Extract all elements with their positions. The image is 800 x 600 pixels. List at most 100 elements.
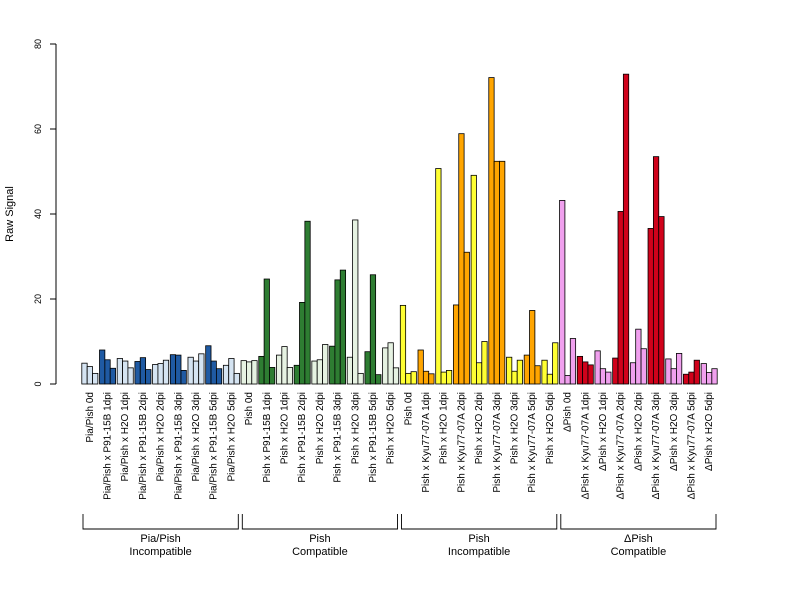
bar <box>435 168 442 385</box>
x-tick-label: Pish x Kyu77-07A 5dpi <box>527 392 538 493</box>
bar <box>582 361 589 385</box>
bar <box>635 328 642 385</box>
bar <box>169 354 177 385</box>
group-label: Compatible <box>611 546 667 558</box>
bar <box>428 373 435 385</box>
bar <box>410 371 417 385</box>
bar <box>452 304 460 385</box>
bar <box>152 364 159 385</box>
y-tick-label: 60 <box>33 124 43 134</box>
bar <box>612 357 619 385</box>
group-label: Pish <box>309 533 330 545</box>
bar <box>693 359 700 385</box>
x-tick-label: Pish x P91-15B 5dpi <box>368 392 379 483</box>
x-tick-label: ΔPish x Kyu77-07A 1dpi <box>580 392 591 499</box>
x-tick-label: Pia/Pish x H2O 5dpi <box>226 392 237 482</box>
bar <box>569 338 577 385</box>
bar <box>198 353 205 385</box>
bar <box>387 342 394 385</box>
bar <box>546 373 553 385</box>
bar <box>617 211 624 385</box>
group-bracket <box>82 514 239 530</box>
bars <box>81 73 718 385</box>
bar <box>352 219 359 385</box>
bar <box>329 345 336 385</box>
bar <box>276 354 283 385</box>
bar <box>640 348 647 385</box>
bar <box>676 352 683 385</box>
bar <box>405 372 412 385</box>
bar <box>357 372 364 385</box>
bar <box>422 370 430 385</box>
x-tick-label: Pish x Kyu77-07A 3dpi <box>492 392 503 493</box>
bar <box>594 350 601 385</box>
x-tick-label: Pia/Pish x P91-15B 2dpi <box>138 392 149 500</box>
bar <box>258 355 265 385</box>
group-label: Incompatible <box>129 546 191 558</box>
x-tick-label: Pish x P91-15B 2dpi <box>297 392 308 483</box>
bar <box>222 364 230 385</box>
bar <box>251 360 258 385</box>
bar <box>511 370 518 385</box>
y-axis: 0 20 40 60 80 <box>33 39 57 387</box>
group-label: Pish <box>468 533 489 545</box>
bar <box>599 368 607 385</box>
bar <box>476 362 483 385</box>
group-label: ΔPish <box>624 533 653 545</box>
bar <box>205 345 212 385</box>
x-tick-labels: Pia/Pish 0d Pia/Pish x P91-15B 1dpi Pia/Pi… <box>85 392 715 500</box>
bar <box>263 278 270 385</box>
group-label: Compatible <box>292 546 348 558</box>
bar <box>652 156 660 385</box>
bar <box>246 361 253 385</box>
bar <box>92 372 99 385</box>
bar <box>665 358 672 385</box>
bar <box>157 363 164 385</box>
bar <box>116 358 123 385</box>
bar <box>470 174 477 385</box>
bar <box>281 346 288 385</box>
x-tick-label: Pia/Pish x P91-15B 3dpi <box>173 392 184 500</box>
bar <box>564 375 571 385</box>
bar <box>446 369 453 385</box>
x-tick-label: ΔPish x H2O 2dpi <box>633 392 644 471</box>
bar <box>175 354 182 385</box>
x-tick-label: Pish x H2O 1dpi <box>439 392 450 464</box>
x-tick-label: Pish 0d <box>403 392 414 425</box>
x-tick-label: Pish x Kyu77-07A 2dpi <box>456 392 467 493</box>
bar <box>440 371 447 385</box>
bar <box>706 372 713 385</box>
bar <box>375 374 382 385</box>
x-tick-label: Pish x P91-15B 1dpi <box>262 392 273 483</box>
group-label: Pia/Pish <box>140 533 180 545</box>
x-tick-label: ΔPish x H2O 3dpi <box>669 392 680 471</box>
bar <box>240 360 247 385</box>
x-tick-label: Pish x H2O 2dpi <box>315 392 326 464</box>
bar <box>299 301 306 385</box>
bar <box>488 77 495 385</box>
x-tick-label: Pia/Pish 0d <box>85 392 96 443</box>
bar <box>346 356 353 385</box>
bar <box>316 359 323 385</box>
x-tick-label: Pish x H2O 2dpi <box>474 392 485 464</box>
x-tick-label: Pish x H2O 5dpi <box>545 392 556 464</box>
x-tick-label: ΔPish 0d <box>563 392 574 432</box>
bar <box>559 199 566 385</box>
bar <box>180 369 187 385</box>
bar <box>605 371 612 385</box>
bar <box>587 364 594 385</box>
bar <box>127 367 134 385</box>
x-tick-label: ΔPish x Kyu77-07A 3dpi <box>651 392 662 499</box>
x-tick-label: Pish x H2O 5dpi <box>386 392 397 464</box>
x-tick-label: Pia/Pish x H2O 2dpi <box>156 392 167 482</box>
bar <box>392 367 400 385</box>
bar <box>683 373 690 385</box>
bar <box>228 358 235 385</box>
bar <box>134 361 141 385</box>
x-tick-label: Pish x Kyu77-07A 1dpi <box>421 392 432 493</box>
bar <box>334 279 341 385</box>
bar <box>576 355 584 385</box>
bar <box>233 372 240 385</box>
